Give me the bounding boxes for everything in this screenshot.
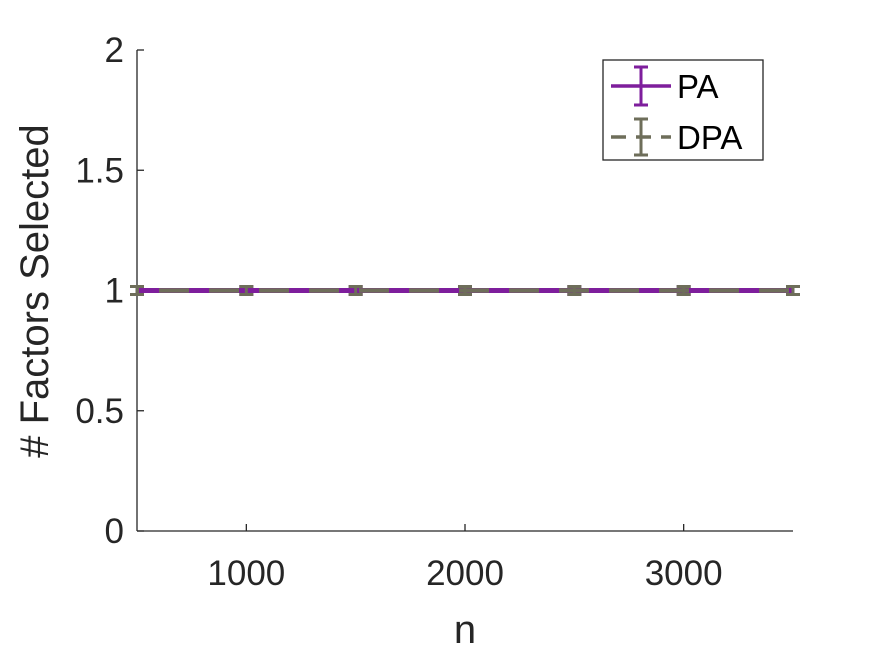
y-tick-label: 2 <box>105 31 124 70</box>
y-tick-label: 1.5 <box>75 151 124 190</box>
y-tick-label: 1 <box>105 272 124 311</box>
legend-entry-dpa: DPA <box>611 117 742 157</box>
legend-pa-label: PA <box>677 68 719 105</box>
y-ticks: 0 0.5 1 1.5 2 <box>75 31 144 551</box>
y-axis-title: # Factors Selected <box>13 124 57 458</box>
y-tick-label: 0 <box>105 512 124 551</box>
x-tick-label: 3000 <box>645 554 723 593</box>
legend-dpa-label: DPA <box>677 119 742 156</box>
legend-entry-pa: PA <box>611 65 719 107</box>
x-tick-label: 2000 <box>426 554 504 593</box>
x-ticks: 1000 2000 3000 <box>207 524 723 593</box>
series-layer <box>130 285 800 296</box>
y-tick-label: 0.5 <box>75 392 124 431</box>
x-tick-label: 1000 <box>207 554 285 593</box>
legend-box <box>602 59 764 161</box>
x-axis-title: n <box>454 608 476 652</box>
legend: PA DPA <box>602 59 764 161</box>
